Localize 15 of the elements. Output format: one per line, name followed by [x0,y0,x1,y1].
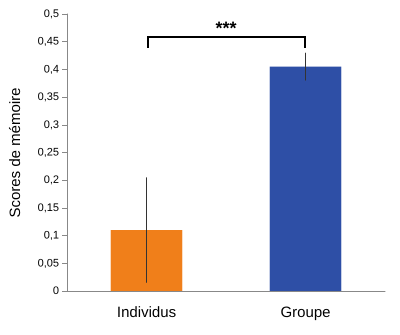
y-tick-label: 0,1 [44,230,59,242]
y-tick-label: 0,5 [44,8,59,20]
y-tick-label: 0,2 [44,174,59,186]
y-tick-label: 0,3 [44,118,59,131]
y-tick-label: 0,05 [38,257,59,270]
annotation: *** [214,18,238,38]
x-tick-label: Individus [116,304,176,321]
y-tick-label: 0,25 [38,146,59,158]
y-tick-label: 0,15 [38,202,59,214]
y-axis-title: Scores de mémoire [7,87,24,218]
y-tick-label: 0 [52,285,59,297]
y-tick-label: 0,4 [44,63,59,76]
y-tick-label: 0,35 [38,91,59,104]
x-tick-label: Groupe [280,304,331,321]
y-tick-label: 0,45 [38,36,59,48]
